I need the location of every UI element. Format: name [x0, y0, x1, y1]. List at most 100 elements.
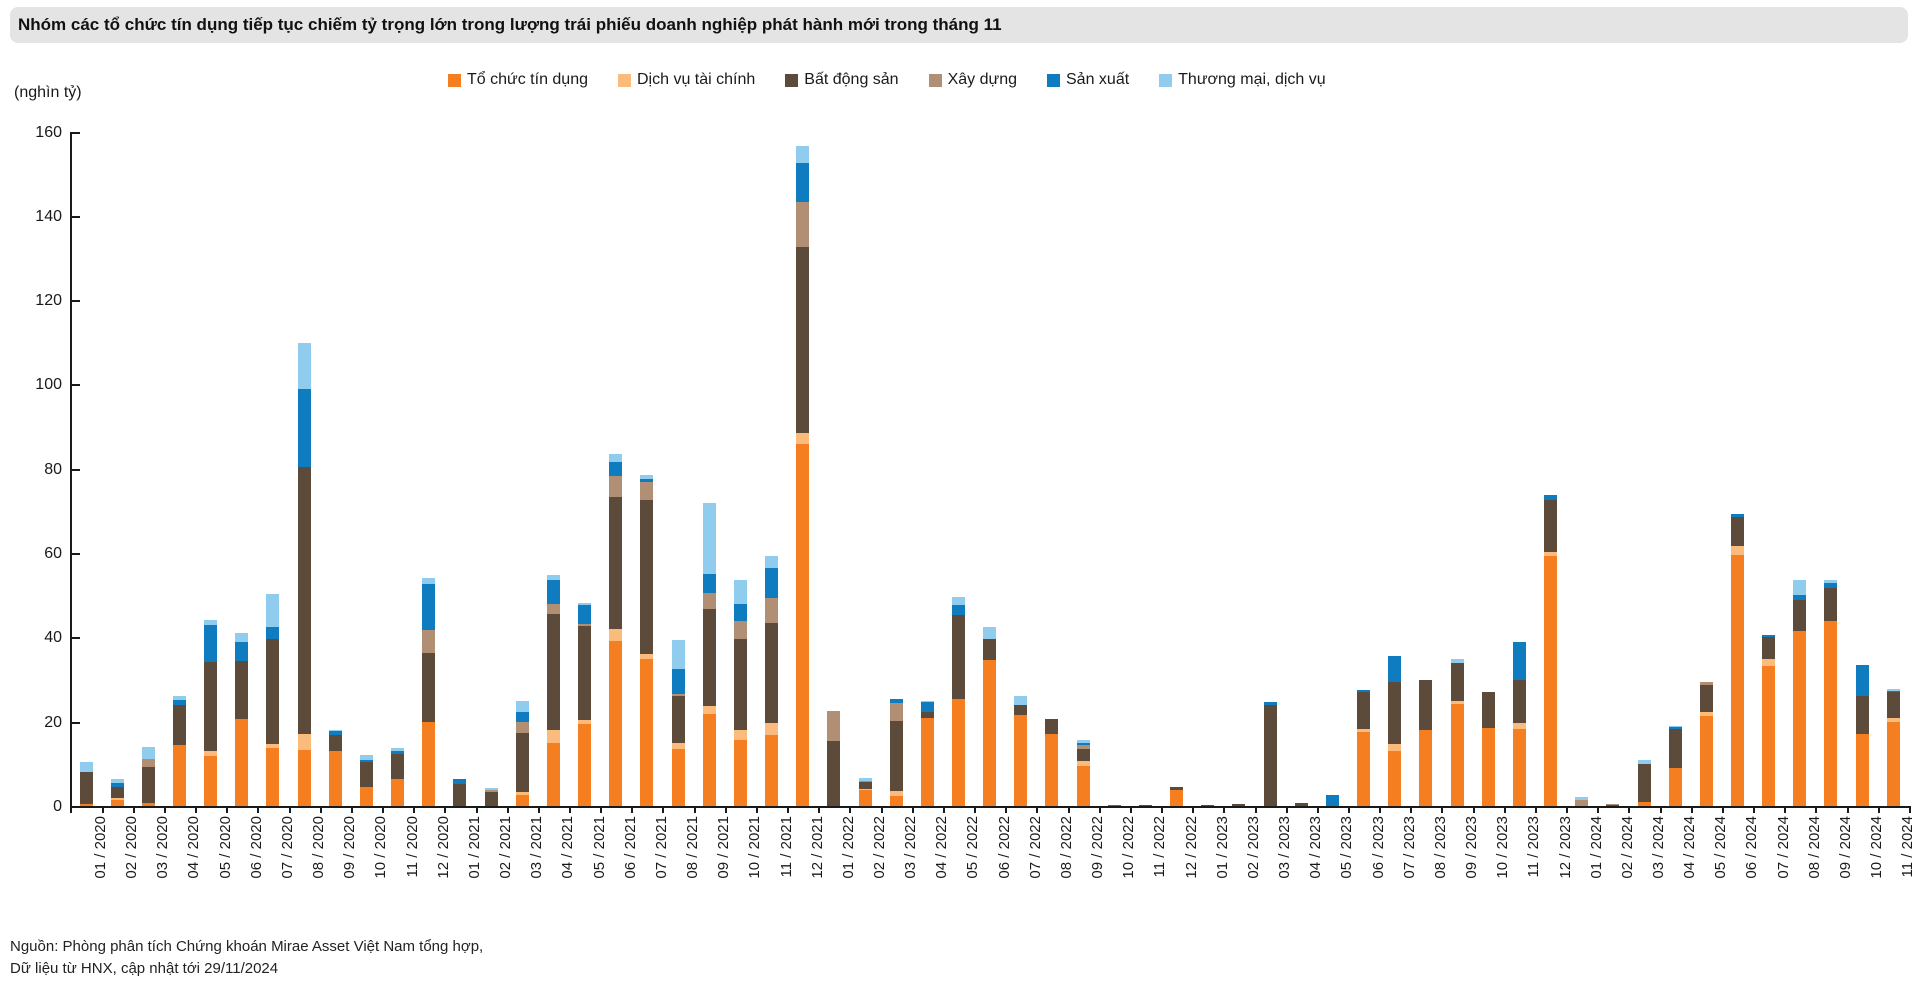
bar-segment [796, 246, 810, 433]
x-axis-tick [506, 808, 509, 813]
source-line-1: Nguồn: Phòng phân tích Chứng khoán Mirae… [10, 938, 484, 955]
bar-segment [578, 724, 592, 806]
legend-swatch-icon [785, 73, 799, 87]
x-axis-tick [755, 808, 758, 813]
bar-segment [484, 791, 498, 806]
bar-segment [920, 701, 934, 703]
x-axis-tick [911, 808, 914, 813]
x-tick-label: 09 / 2023 [1463, 816, 1481, 879]
bar-segment [889, 721, 903, 791]
chart-title: Nhóm các tổ chức tín dụng tiếp tục chiếm… [18, 15, 1002, 34]
bar-segment [266, 638, 280, 745]
bar-segment [920, 711, 934, 718]
bar-segment [796, 162, 810, 202]
bar-segment [141, 759, 155, 768]
bar-segment [827, 741, 841, 806]
bar-segment [671, 668, 685, 694]
x-tick-label: 09 / 2024 [1836, 816, 1854, 879]
bar-segment [858, 781, 872, 789]
x-tick-label: 01 / 2023 [1213, 816, 1231, 879]
bar-segment [1544, 500, 1558, 552]
x-tick-label: 08 / 2020 [310, 816, 328, 879]
bar-segment [733, 639, 747, 731]
bar-segment [765, 622, 779, 724]
bar-segment [297, 342, 311, 390]
x-axis-tick [195, 808, 198, 813]
bar-segment [1575, 797, 1589, 801]
bar-segment [1855, 734, 1869, 806]
bar-segment [1730, 517, 1744, 547]
x-axis-tick [880, 808, 883, 813]
bar-segment [702, 592, 716, 610]
bar-segment [1419, 680, 1433, 730]
y-tick-label: 100 [35, 376, 62, 394]
x-tick-label: 09 / 2022 [1089, 816, 1107, 879]
bar-segment [920, 717, 934, 806]
bar-segment [1450, 659, 1464, 663]
x-tick-label: 03 / 2024 [1650, 816, 1667, 879]
x-axis-tick [319, 808, 322, 813]
bar-segment [328, 751, 342, 806]
legend-label: Thương mại, dịch vụ [1178, 71, 1326, 88]
bar-segment [328, 729, 342, 731]
x-axis-tick [1067, 808, 1070, 813]
legend-item: Bất động sản [785, 71, 899, 89]
x-tick-label: 10 / 2020 [372, 816, 390, 879]
bar-segment [515, 721, 529, 734]
bar-segment [951, 698, 965, 806]
x-axis-tick [1285, 808, 1288, 813]
legend-label: Xây dựng [947, 71, 1017, 88]
bar-segment [1201, 805, 1215, 806]
bar-segment [1014, 705, 1028, 716]
bar-segment [546, 743, 560, 806]
bar-segment [1014, 715, 1028, 806]
bar-segment [1325, 794, 1339, 806]
bar-segment [515, 795, 529, 806]
bar-segment [328, 735, 342, 752]
bar-segment [1512, 680, 1526, 724]
bar-segment [1699, 684, 1713, 712]
bar-segment [671, 749, 685, 806]
source-line-2: Dữ liệu từ HNX, cập nhật tới 29/11/2024 [10, 960, 279, 977]
bar-segment [951, 605, 965, 616]
bar-segment [391, 778, 405, 806]
bar-segment [671, 639, 685, 669]
bar-segment [453, 783, 467, 806]
bar-segment [1793, 630, 1807, 806]
bar-segment [796, 432, 810, 445]
bar-segment [391, 751, 405, 754]
bar-segment [733, 579, 747, 605]
bar-segment [484, 788, 498, 790]
bar-segment [1824, 588, 1838, 622]
x-tick-label: 01 / 2022 [839, 816, 857, 879]
x-axis-tick [257, 808, 260, 813]
x-tick-label: 01 / 2020 [92, 816, 109, 879]
x-tick-label: 06 / 2023 [1369, 816, 1387, 879]
bar-segment [297, 466, 311, 735]
bar-segment [1886, 718, 1900, 722]
x-tick-label: 11 / 2023 [1525, 816, 1543, 878]
x-axis-tick [288, 808, 291, 813]
x-tick-label: 08 / 2022 [1057, 816, 1075, 879]
x-axis-tick [413, 808, 416, 813]
y-axis-tick [72, 806, 80, 808]
x-axis-tick [724, 808, 727, 813]
bar-segment [235, 718, 249, 806]
bar-segment [79, 804, 93, 806]
bar-segment [702, 714, 716, 806]
x-tick-label: 02 / 2024 [1618, 816, 1636, 879]
legend-swatch-icon [618, 73, 631, 87]
bar-segment [172, 705, 186, 745]
bar-segment [609, 628, 623, 641]
y-tick-label: 80 [44, 460, 62, 478]
bar-segment [266, 747, 280, 806]
x-axis-tick [163, 808, 166, 813]
bar-segment [1388, 743, 1402, 752]
x-tick-label: 04 / 2020 [185, 816, 203, 879]
bar-segment [1450, 701, 1464, 704]
bar-segment [1388, 656, 1402, 683]
bar-segment [578, 604, 592, 625]
bar-segment [328, 730, 342, 736]
x-axis-tick [1659, 808, 1662, 813]
bar-segment [671, 696, 685, 743]
